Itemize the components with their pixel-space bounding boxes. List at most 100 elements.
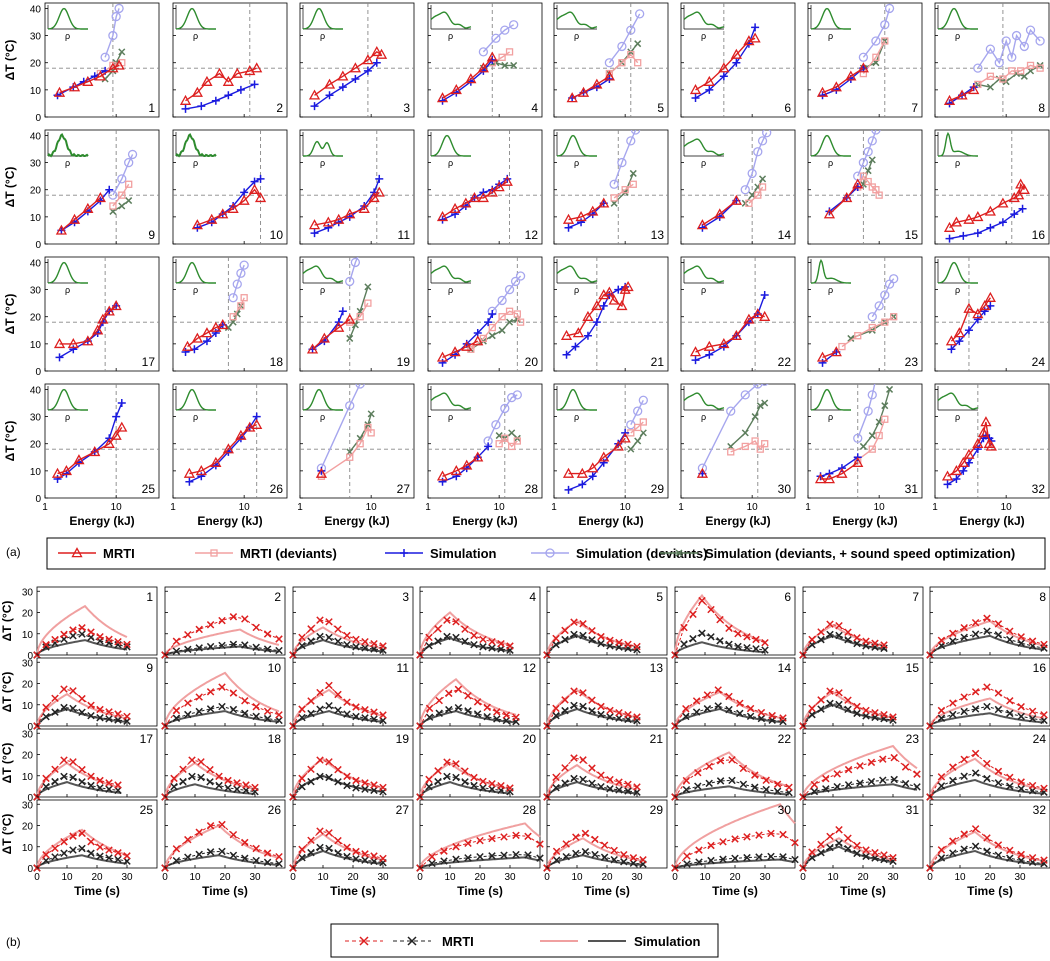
- x-tick-label: 0: [672, 872, 678, 883]
- x-tick-label: 10: [620, 502, 632, 513]
- mrti-point: [852, 178, 864, 189]
- density-inset-curve: [175, 388, 216, 411]
- sim-deviants-point: [740, 390, 750, 400]
- mrti-red-point: [361, 850, 369, 858]
- sim-deviants-point: [356, 248, 364, 256]
- mrti-red-point: [343, 631, 351, 640]
- mrti-dark-line: [674, 705, 784, 727]
- mrti-red-point: [1006, 697, 1014, 705]
- mrti-point: [371, 46, 383, 57]
- subplot-number: 3: [403, 101, 410, 115]
- mrti-dark-point: [695, 858, 703, 866]
- mrti-dark-point: [60, 703, 68, 712]
- density-inset-curve: [937, 261, 978, 284]
- subplot-number: 31: [906, 803, 920, 817]
- density-inset-curve: [683, 11, 725, 29]
- subplot-number: 7: [912, 590, 919, 604]
- sim-deviants-point: [236, 268, 246, 278]
- mrti-dark-line: [802, 778, 918, 798]
- mrti-red-point: [779, 714, 787, 722]
- mrti-dark-point: [913, 783, 921, 791]
- simulation-light-curve: [164, 824, 280, 869]
- mrti-red-point: [51, 765, 59, 774]
- mrti-dark-point: [241, 641, 249, 649]
- mrti-red-point: [179, 765, 187, 774]
- mrti-point: [972, 211, 984, 222]
- mrti-deviants-point: [639, 418, 647, 426]
- mrti-dark-point: [316, 843, 324, 852]
- x-axis-label: Time (s): [74, 884, 120, 898]
- mrti-deviants-point: [758, 183, 767, 191]
- mrti-dark-point: [123, 643, 131, 651]
- mrti-red-point: [826, 687, 834, 695]
- sim-deviants-point: [504, 284, 515, 295]
- subplot-frame: [680, 383, 796, 499]
- sim-sso-point: [847, 334, 855, 342]
- x-tick-label: 0: [544, 872, 550, 883]
- y-tick-label: 0: [35, 113, 41, 124]
- mrti-point: [344, 208, 356, 219]
- mrti-point: [227, 202, 239, 213]
- mrti-dark-point: [694, 782, 702, 790]
- mrti-dark-point: [461, 778, 469, 786]
- mrti-dark-point: [370, 715, 378, 723]
- sim-sso-point: [886, 385, 894, 393]
- mrti-red-point: [633, 783, 641, 791]
- mrti-red-point: [853, 702, 861, 711]
- mrti-red-point: [994, 620, 1003, 628]
- mrti-dark-point: [307, 848, 315, 857]
- mrti-point: [210, 456, 222, 467]
- density-inset-curve: [556, 11, 598, 29]
- mrti-deviants-point: [881, 37, 889, 45]
- x-tick-label: 0: [162, 872, 168, 883]
- mrti-point: [587, 462, 599, 473]
- subplot-number: 26: [270, 482, 284, 496]
- subplot-series: [816, 274, 899, 367]
- mrti-dark-point: [298, 853, 306, 862]
- subplot-number: 17: [140, 732, 154, 746]
- subplot-number: 10: [270, 228, 284, 242]
- mrti-dark-point: [443, 632, 451, 641]
- mrti-dark-point: [218, 641, 226, 650]
- mrti-dark-point: [689, 634, 697, 643]
- subplot-series: [436, 390, 522, 486]
- mrti-point: [759, 310, 771, 321]
- x-axis-label: Time (s): [202, 884, 248, 898]
- mrti-red-point: [379, 642, 387, 650]
- mrti-red-point: [206, 765, 214, 774]
- mrti-point: [244, 421, 256, 432]
- mrti-red-point: [325, 829, 333, 837]
- density-inset-curve: [556, 388, 597, 411]
- mrti-deviants-point: [1008, 67, 1016, 75]
- mrti-line: [314, 51, 382, 96]
- y-tick-label: 0: [35, 240, 41, 251]
- simulation-point: [310, 102, 319, 111]
- simulation-dark-curve: [164, 645, 280, 656]
- mrti-point: [603, 286, 615, 297]
- subplot-number: 8: [1038, 101, 1045, 115]
- mrti-red-point: [698, 596, 706, 605]
- mrti-red-point: [96, 776, 104, 785]
- mrti-dark-point: [195, 644, 203, 652]
- mrti-point: [963, 213, 975, 224]
- sim-deviants-point: [509, 20, 519, 30]
- mrti-dark-point: [215, 781, 223, 790]
- mrti-red-point: [588, 764, 596, 772]
- mrti-dark-point: [252, 856, 260, 865]
- mrti-red-point: [497, 781, 505, 790]
- x-axis-label: Time (s): [967, 884, 1013, 898]
- mrti-dark-point: [610, 856, 618, 864]
- mrti-point: [689, 346, 702, 357]
- legend-a-item-mrti_deviants: MRTI (deviants): [195, 546, 337, 561]
- sim-sso-point: [346, 334, 354, 342]
- mrti-dark-point: [316, 632, 324, 641]
- subplot-number: 27: [396, 803, 410, 817]
- mrti-red-point: [633, 713, 641, 721]
- x-tick-label: 30: [1014, 872, 1026, 883]
- mrti-red-point: [105, 708, 113, 716]
- mrti-dark-point: [762, 785, 770, 794]
- mrti-dark-point: [835, 839, 843, 847]
- subplot-b-13: 13: [543, 657, 668, 730]
- mrti-point: [572, 327, 584, 338]
